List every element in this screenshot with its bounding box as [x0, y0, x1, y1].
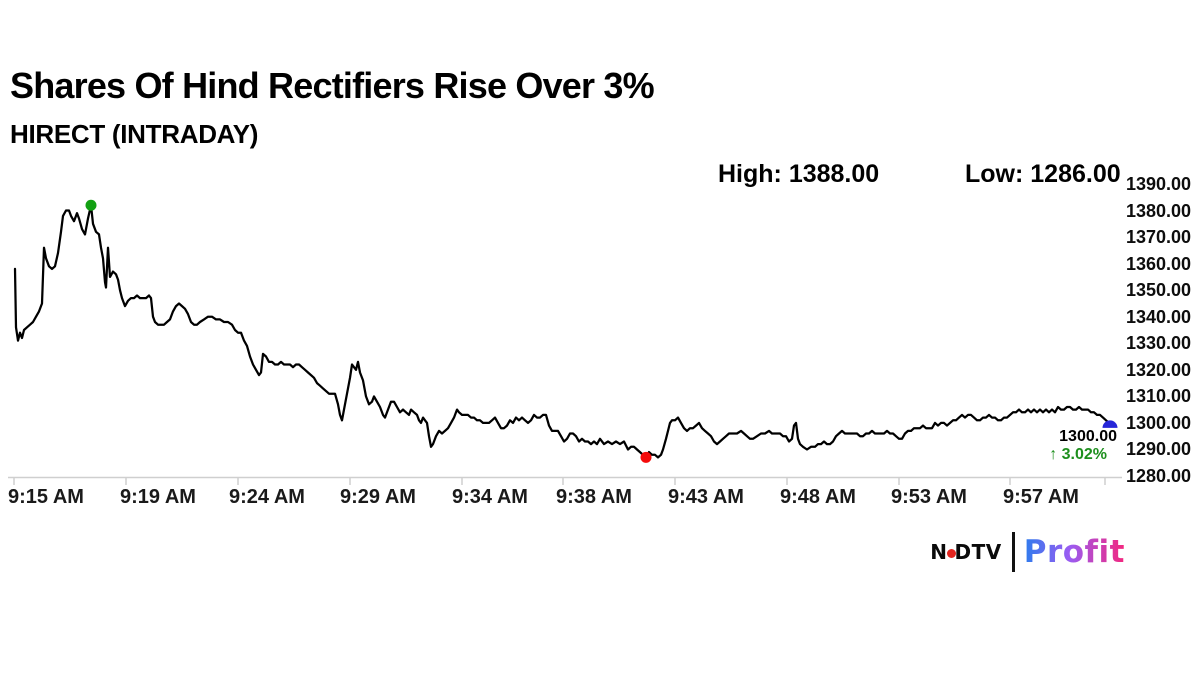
symbol-subtitle: HIRECT (INTRADAY) — [10, 119, 259, 149]
ndtv-letter-n: N — [930, 540, 948, 564]
y-axis-tick-label: 1320.00 — [1126, 359, 1192, 380]
x-axis-tick-label: 9:38 AM — [556, 486, 632, 508]
y-axis-tick-label: 1300.00 — [1126, 412, 1192, 433]
x-axis-tick-label: 9:34 AM — [452, 486, 528, 508]
y-axis-tick-label: 1280.00 — [1126, 466, 1192, 486]
x-axis-tick-label: 9:24 AM — [229, 486, 305, 508]
y-axis-tick-label: 1330.00 — [1126, 333, 1192, 354]
y-axis-tick-label: 1370.00 — [1126, 227, 1192, 248]
y-axis-tick-label: 1360.00 — [1126, 253, 1192, 274]
x-axis-tick-label: 9:29 AM — [340, 486, 416, 508]
x-axis-tick-label: 9:15 AM — [8, 486, 84, 508]
y-axis-tick-label: 1340.00 — [1126, 306, 1192, 327]
ndtv-letters-dtv: DTV — [954, 540, 1002, 564]
logo-divider — [1011, 532, 1015, 572]
ndtv-wordmark: N DTV — [930, 540, 1001, 564]
page-title: Shares Of Hind Rectifiers Rise Over 3% — [10, 65, 655, 106]
y-axis-tick-label: 1290.00 — [1126, 439, 1192, 460]
price-polyline — [13, 204, 1115, 459]
session-high-label: High: 1388.00 — [718, 160, 880, 188]
last-price-marker — [1102, 420, 1118, 428]
x-axis-tick-label: 9:43 AM — [668, 486, 744, 508]
x-axis-tick-label: 9:57 AM — [1003, 486, 1079, 508]
x-axis-tick-label: 9:53 AM — [891, 486, 967, 508]
low-marker — [640, 451, 652, 463]
high-marker — [85, 199, 97, 211]
ndtv-profit-logo: N DTV Profit — [930, 531, 1125, 573]
last-price-label: 1300.00 — [1059, 428, 1117, 445]
y-axis-tick-label: 1390.00 — [1126, 174, 1192, 194]
session-low-label: Low: 1286.00 — [965, 160, 1121, 188]
price-change-label: ↑ 3.02% — [1049, 446, 1107, 463]
y-axis-tick-label: 1350.00 — [1126, 280, 1192, 301]
ndtv-red-dot-icon — [946, 548, 956, 558]
x-axis-tick-label: 9:19 AM — [120, 486, 196, 508]
x-axis-tick-label: 9:48 AM — [780, 486, 856, 508]
profit-wordmark: Profit — [1023, 534, 1125, 570]
y-axis-tick-label: 1310.00 — [1126, 386, 1192, 407]
y-axis-tick-label: 1380.00 — [1126, 200, 1192, 221]
